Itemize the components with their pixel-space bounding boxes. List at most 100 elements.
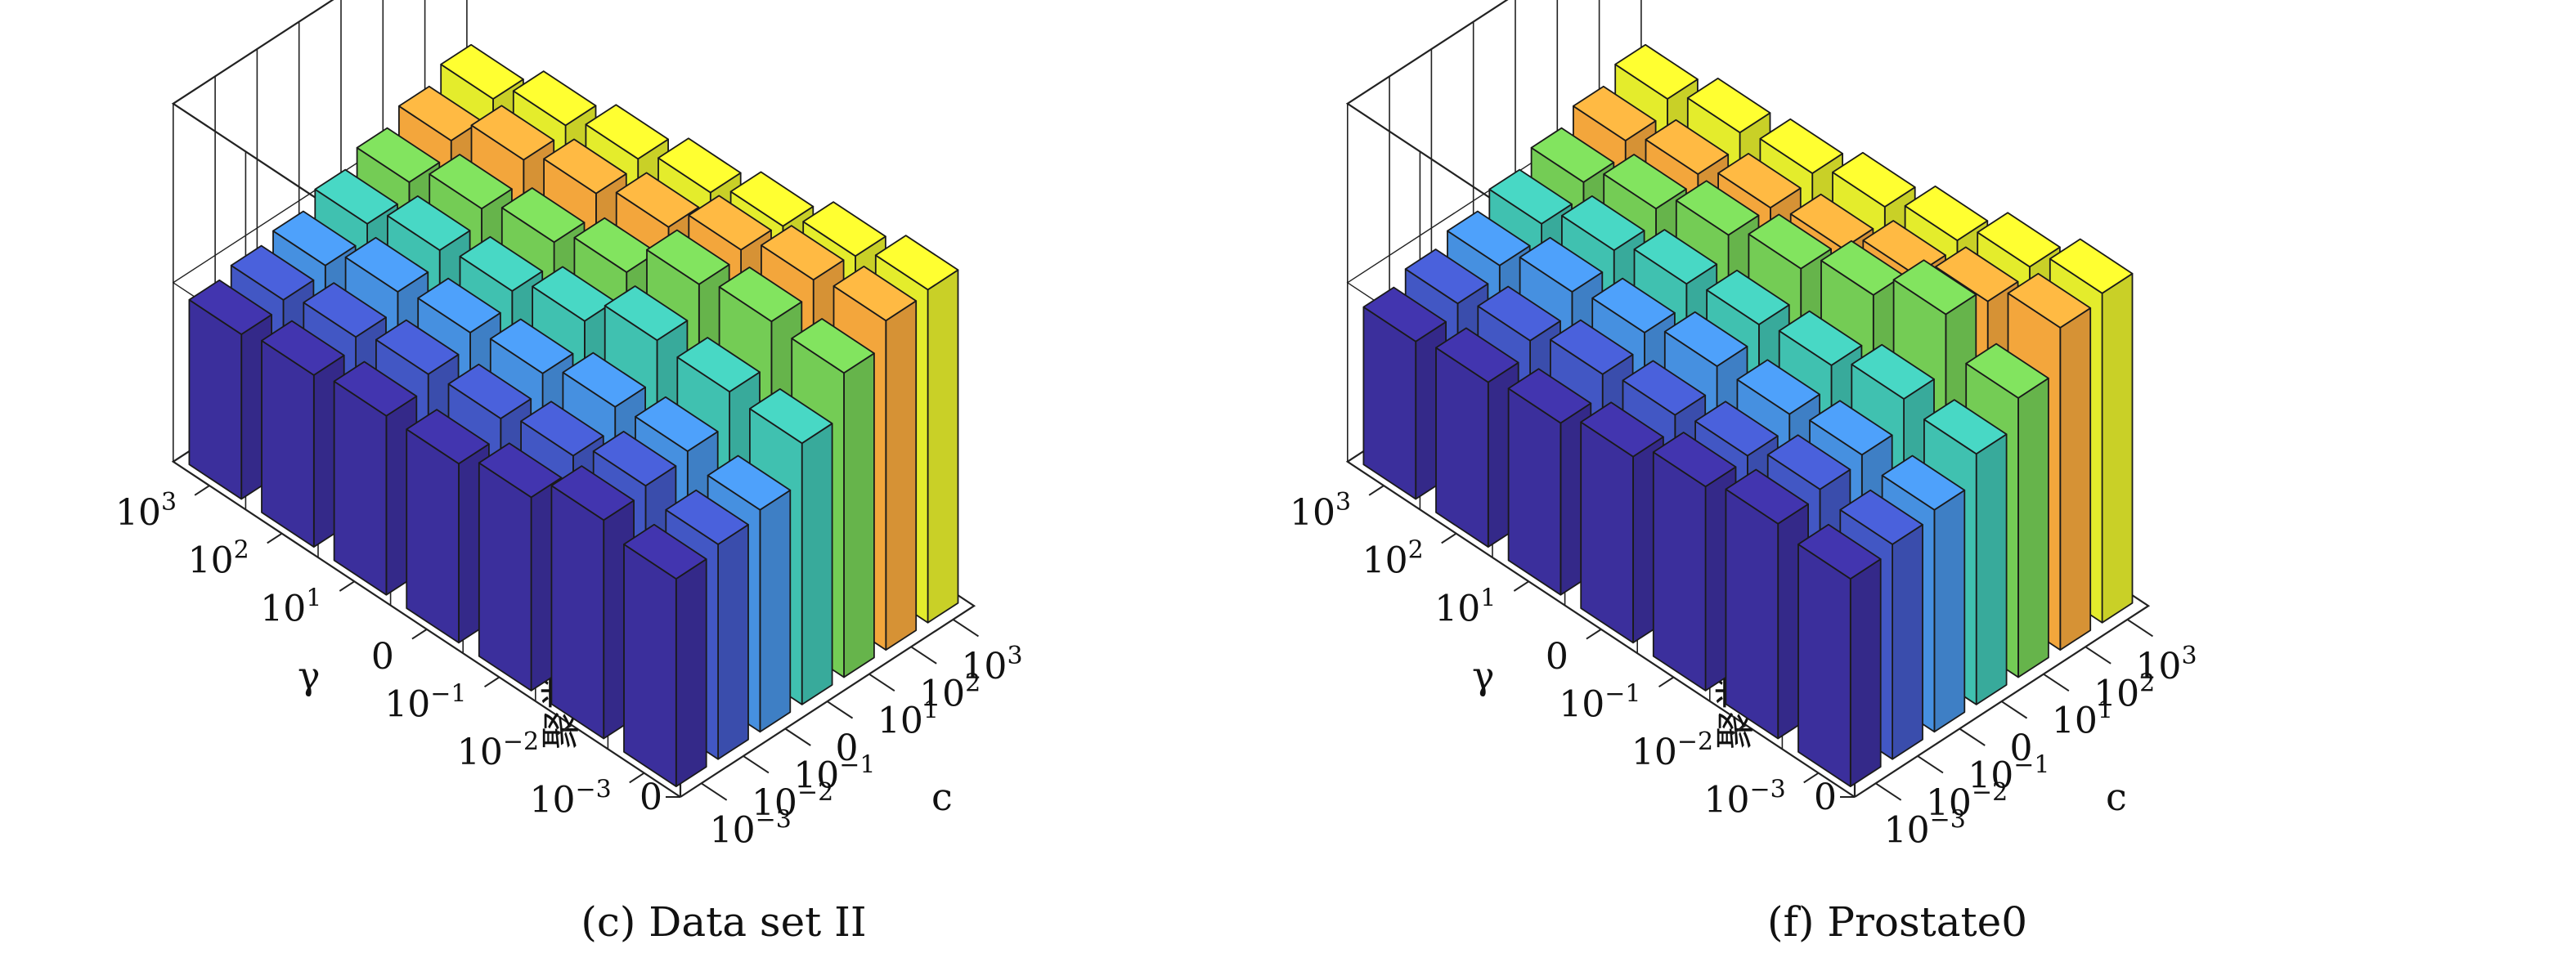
bar-face-front — [1933, 489, 1966, 733]
bar-face-top — [729, 171, 815, 227]
c-tick-label: 102 — [919, 669, 981, 714]
bar-face-top — [1404, 248, 1489, 305]
z-tick-label: 0 — [1814, 777, 1837, 818]
bar-face-side — [1507, 387, 1562, 596]
bar-face-top — [520, 401, 604, 457]
bar-face-top — [791, 318, 875, 374]
bar-face-top — [1633, 229, 1718, 285]
bar — [1435, 327, 1519, 548]
c-tick-label: 103 — [961, 642, 1022, 687]
bar-face-top — [1923, 399, 2008, 455]
bar-face-side — [333, 380, 388, 596]
bar-face-top — [562, 351, 646, 408]
bar-face-top — [1603, 154, 1687, 210]
c-tick — [2043, 673, 2070, 692]
c-tick-label: 101 — [2052, 696, 2113, 742]
bar-face-top — [1839, 489, 1923, 545]
bar-face-top — [489, 318, 574, 374]
gamma-axis-label: γ — [298, 653, 321, 697]
bar-face-top — [344, 236, 429, 293]
bar-face-top — [230, 244, 315, 301]
c-tick — [784, 727, 811, 746]
gamma-tick — [1368, 485, 1384, 496]
bar-face-top — [1725, 468, 1810, 525]
bar-face-front — [1892, 524, 1923, 760]
bar-face-front — [759, 489, 792, 733]
bar-face-top — [1614, 43, 1699, 100]
gamma-tick — [1658, 676, 1675, 688]
bar-face-top — [832, 265, 918, 322]
gamma-tick — [411, 629, 428, 640]
bar-face-top — [592, 431, 677, 487]
bar-face-top — [1663, 311, 1748, 367]
bar-face-top — [550, 465, 635, 522]
bar-face-top — [1561, 195, 1645, 252]
bar-face-top — [1736, 359, 1821, 415]
bar-face-top — [1447, 210, 1531, 266]
bar-face-front — [1849, 558, 1882, 787]
gamma-tick — [1730, 724, 1747, 736]
bar-face-side — [1797, 544, 1851, 787]
bar-face-side — [261, 339, 315, 548]
bar-face-side — [1725, 488, 1779, 740]
bar-face-top — [665, 489, 749, 545]
z-tick-label: 0 — [640, 777, 662, 818]
bar-face-top — [2049, 238, 2134, 294]
bar-face-top — [1694, 401, 1779, 457]
gamma-tick — [483, 676, 500, 688]
chart-panel-data-set-ii: 050100聚类准确率/%10−310−210−10101102103γ10−3… — [115, 0, 1023, 946]
c-tick-label: 10−2 — [752, 778, 833, 824]
bar-face-top — [356, 127, 441, 183]
bars — [1362, 43, 2134, 787]
bar-face-top — [688, 195, 772, 251]
bar-face-top — [1362, 286, 1447, 342]
c-tick-label: 0 — [2010, 727, 2033, 769]
bar-face-top — [1675, 180, 1760, 236]
bar-face-front — [717, 524, 749, 760]
bar — [1725, 468, 1810, 740]
c-tick — [743, 755, 770, 774]
bar-face-front — [675, 558, 707, 787]
bar-face-top — [749, 387, 833, 445]
bar-face-top — [272, 210, 357, 266]
bar — [406, 409, 490, 644]
c-tick-label: 10−1 — [1968, 751, 2049, 797]
gamma-tick-label: 10−2 — [1631, 727, 1713, 773]
bar-face-top — [406, 409, 490, 465]
bar-face-top — [1645, 119, 1730, 175]
bar — [1507, 368, 1592, 596]
bar-face-side — [406, 428, 460, 644]
bar-face-top — [1797, 523, 1882, 580]
gamma-tick-label: 101 — [260, 584, 321, 629]
bar-face-top — [2007, 272, 2092, 329]
bar-face-top — [1507, 368, 1592, 424]
bar-face-side — [550, 485, 605, 740]
bar-face-top — [447, 363, 532, 419]
c-tick — [2085, 646, 2112, 665]
bar-face-top — [1573, 85, 1657, 141]
bar-face-top — [585, 104, 669, 160]
bar-face-front — [1975, 433, 2008, 705]
gamma-tick — [1513, 580, 1529, 592]
bar-face-top — [459, 235, 544, 292]
c-tick — [826, 701, 854, 719]
gamma-tick-label: 103 — [1290, 488, 1351, 534]
c-axis-label: c — [931, 775, 953, 819]
bar-face-top — [1892, 259, 1977, 316]
gamma-tick-label: 102 — [188, 536, 249, 582]
bar-face-top — [543, 138, 627, 195]
bar-face-top — [440, 43, 524, 100]
c-tick — [910, 646, 937, 665]
bar-face-top — [1477, 285, 1561, 342]
gamma-tick-label: 10−1 — [384, 680, 466, 726]
bar — [478, 442, 563, 692]
gamma-tick-label: 0 — [1546, 636, 1568, 678]
bar-face-top — [1965, 342, 2049, 399]
bar-face-top — [1766, 434, 1851, 490]
bar — [1797, 523, 1882, 787]
bar-face-top — [718, 266, 803, 323]
bar-face-top — [261, 320, 345, 376]
